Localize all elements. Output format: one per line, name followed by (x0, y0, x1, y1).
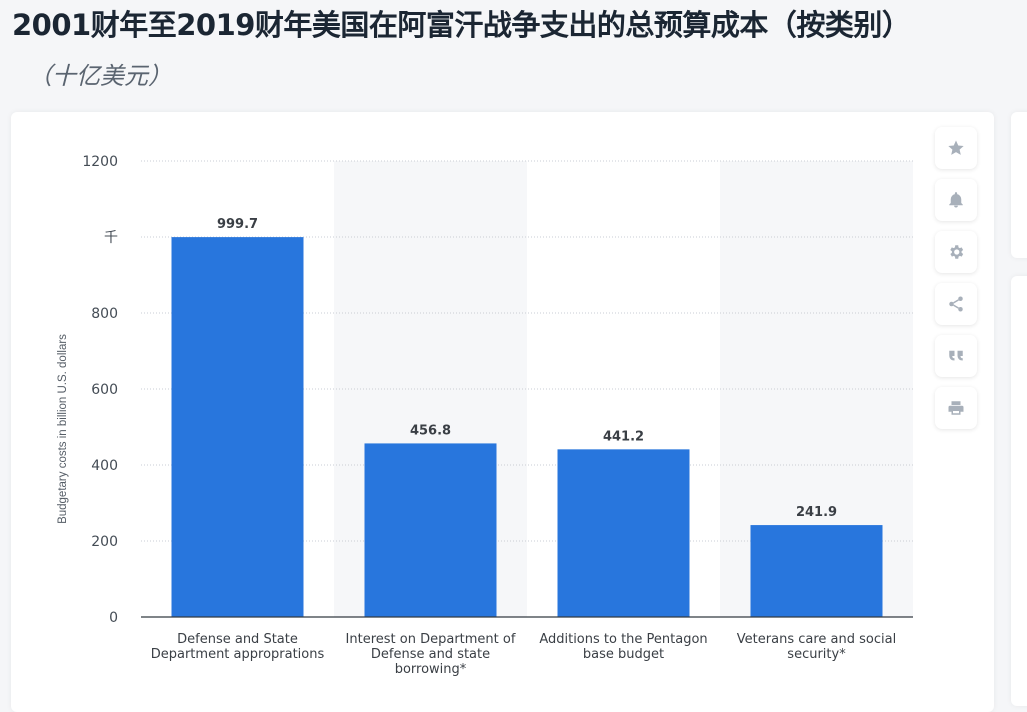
page-subtitle: （十亿美元） (28, 62, 172, 90)
x-tick-label: Defense and State Department appropration… (151, 632, 325, 662)
cite-button[interactable] (935, 335, 977, 377)
bar-value-label: 441.2 (603, 429, 644, 444)
x-tick-label: Veterans care and social security* (737, 632, 896, 662)
gear-icon (950, 245, 964, 259)
x-tick-label-line: Interest on Department of (346, 632, 516, 647)
side-panel-top (1011, 112, 1027, 258)
bell-icon (949, 192, 963, 208)
print-button[interactable] (935, 387, 977, 429)
printer-icon (948, 401, 964, 415)
star-icon (948, 140, 964, 155)
x-tick-label: Additions to the Pentagon base budget (539, 632, 707, 662)
x-tick-label-line: security* (787, 647, 846, 662)
x-tick-label-line: Veterans care and social (737, 632, 896, 647)
y-tick-label: 800 (91, 306, 118, 322)
x-tick-label-line: Department approprations (151, 647, 325, 662)
y-tick-label: 600 (91, 382, 118, 398)
bar (750, 525, 883, 617)
x-tick-label-line: Defense and state (371, 647, 490, 662)
chart-toolbar (935, 127, 977, 439)
share-button[interactable] (935, 283, 977, 325)
side-panel-bottom (1011, 276, 1027, 706)
bar-chart: 0 200 400 600 800 千 1200 999.7 Defense and State… (57, 154, 913, 677)
x-tick-label-line: Defense and State (177, 632, 298, 647)
notification-button[interactable] (935, 179, 977, 221)
y-axis-title: Budgetary costs in billion U.S. dollars (57, 334, 69, 524)
quote-icon (949, 350, 963, 361)
y-tick-label: 千 (104, 230, 118, 246)
bar (364, 443, 497, 617)
x-tick-label-line: borrowing* (395, 662, 467, 677)
bar (557, 449, 690, 617)
y-tick-label: 200 (91, 534, 118, 550)
x-tick-label-line: Additions to the Pentagon (539, 632, 707, 647)
bar (171, 237, 304, 617)
x-tick-label-line: base budget (583, 647, 664, 662)
bar-value-label: 456.8 (410, 423, 451, 438)
y-tick-label: 400 (91, 458, 118, 474)
x-tick-label: Interest on Department of Defense and sta… (346, 632, 516, 677)
y-tick-label: 0 (109, 610, 118, 626)
y-tick-label: 1200 (82, 154, 118, 170)
favorite-button[interactable] (935, 127, 977, 169)
bar-value-label: 999.7 (217, 217, 258, 232)
share-icon (949, 296, 963, 312)
settings-button[interactable] (935, 231, 977, 273)
bar-value-label: 241.9 (796, 505, 837, 520)
page-title: 2001财年至2019财年美国在阿富汗战争支出的总预算成本（按类别） (12, 8, 911, 42)
